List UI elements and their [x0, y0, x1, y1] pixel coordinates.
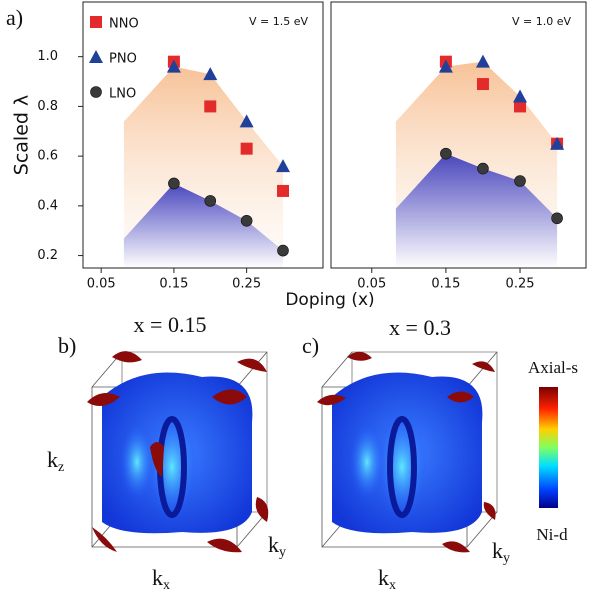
marker: [168, 177, 180, 190]
axis-label: ky: [492, 538, 510, 566]
marker: [477, 162, 489, 175]
y-tick-label: 1.0: [37, 49, 58, 64]
annotation: V = 1.5 eV: [249, 15, 308, 28]
x-tick-label: 0.05: [357, 277, 386, 292]
axes-frame: [82, 1, 324, 269]
marker: [514, 100, 527, 113]
marker: [513, 89, 528, 103]
x-tick-label: 0.15: [431, 277, 460, 292]
x-tick-label: 0.25: [232, 277, 261, 292]
marker: [475, 54, 490, 68]
annotation: V = 1.0 eV: [512, 15, 571, 28]
legend-marker: [90, 16, 102, 28]
y-tick-label: 0.6: [37, 149, 58, 164]
x-axis-label: Doping (x): [285, 290, 374, 310]
fermi-surface: [87, 351, 269, 553]
marker: [240, 142, 253, 155]
marker: [514, 175, 526, 187]
marker: [277, 184, 289, 197]
marker: [476, 78, 489, 91]
legend-label: PNO: [109, 52, 137, 67]
x-tick-label: 0.15: [159, 277, 188, 292]
colorbar: [539, 387, 558, 508]
marker: [239, 114, 254, 128]
legend-marker: [90, 86, 102, 98]
axis-label: ky: [268, 532, 286, 560]
marker: [204, 100, 217, 113]
marker: [440, 147, 452, 160]
panel-title: x = 0.15: [134, 312, 207, 337]
marker: [204, 195, 217, 207]
marker: [551, 212, 563, 225]
axis-label: kz: [47, 447, 64, 475]
y-tick-label: 0.2: [37, 248, 58, 263]
marker: [240, 214, 253, 227]
axes-frame: [330, 1, 587, 269]
y-axis-label: Scaled λ: [11, 95, 33, 175]
x-tick-label: 0.05: [87, 277, 116, 292]
fermi-surface: [317, 351, 498, 553]
y-tick-label: 0.8: [37, 99, 58, 114]
y-tick-label: 0.4: [37, 198, 58, 213]
axis-label: kx: [378, 565, 396, 593]
marker: [277, 244, 289, 257]
marker: [166, 59, 181, 73]
area: [123, 183, 283, 268]
legend-label: NNO: [109, 17, 139, 32]
colorbar-label: Axial-s: [528, 358, 578, 377]
panel-label: a): [6, 5, 23, 30]
panel-label: c): [302, 333, 319, 358]
marker: [276, 159, 290, 173]
legend-label: LNO: [109, 87, 136, 102]
marker: [550, 136, 565, 150]
marker: [203, 67, 218, 81]
panel-label: b): [58, 333, 76, 358]
colorbar-label: Ni-d: [536, 525, 568, 544]
marker: [438, 59, 453, 73]
panel-title: x = 0.3: [389, 315, 451, 340]
legend-marker: [89, 50, 103, 63]
x-tick-label: 0.25: [506, 277, 535, 292]
axis-label: kx: [152, 565, 170, 593]
